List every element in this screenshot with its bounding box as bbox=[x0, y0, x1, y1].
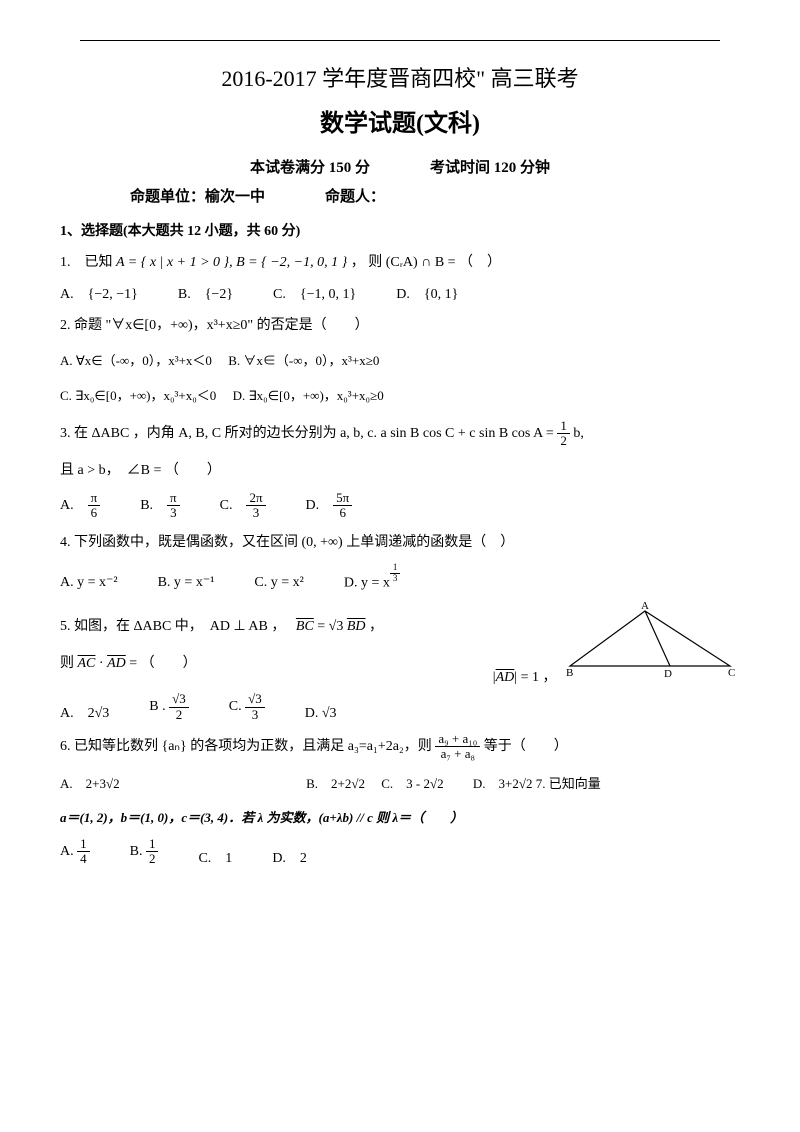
q6-opt-b: B. 2+2√2 bbox=[306, 776, 365, 791]
q7-options: A. 14 B. 12 C. 1 D. 2 bbox=[60, 837, 740, 867]
q3-tail: b, bbox=[573, 426, 584, 441]
q6-opt-a: A. 2+3√2 bbox=[60, 776, 120, 791]
q4-opt-d: D. y = x13 bbox=[344, 563, 401, 592]
question-2: 2. 命题 "∀x∈[0，+∞)，x³+x≥0" 的否定是（ ） bbox=[60, 313, 740, 340]
svg-text:A: A bbox=[641, 601, 649, 612]
q1-opt-c: C. {−1, 0, 1} bbox=[273, 283, 356, 303]
q6-opt-d: D. 3+2√2 bbox=[473, 776, 533, 791]
q6-q7-line: A. 2+3√2 B. 2+2√2 C. 3 - 2√2 D. 3+2√2 7.… bbox=[60, 772, 740, 797]
q7-stem-start: 7. 已知向量 bbox=[536, 776, 601, 791]
svg-text:C: C bbox=[728, 667, 735, 679]
question-6: 6. 已知等比数列 {aₙ} 的各项均为正数，且满足 a₃=a₁+2a₂，则 a… bbox=[60, 732, 740, 762]
q1-opt-b: B. {−2} bbox=[178, 283, 233, 303]
q4-opt-b: B. y = x⁻¹ bbox=[158, 574, 215, 591]
q7-opt-d: D. 2 bbox=[272, 847, 307, 867]
question-4: 4. 下列函数中，既是偶函数，又在区间 (0, +∞) 上单调递减的函数是（ ） bbox=[60, 530, 740, 557]
q5-opt-b: B . √32 bbox=[149, 692, 188, 722]
q3-stem1: 3. 在 ΔABC ，内角 A, B, C 所对的边长分别为 a, b, c. … bbox=[60, 426, 557, 441]
q2-opt-b: B. ∀x∈（-∞，0），x³+x≥0 bbox=[228, 353, 379, 368]
q5-options: A. 2√3 B . √32 C. √33 D. √3 bbox=[60, 692, 740, 722]
q7-opt-c: C. 1 bbox=[198, 847, 232, 867]
question-7-line2: a＝(1, 2)，b＝(1, 0)，c＝(3, 4)．若 λ 为实数，(a+λb… bbox=[60, 806, 740, 831]
q7-opt-a: A. 14 bbox=[60, 837, 90, 867]
info-row-2: 命题单位：榆次一中 命题人： bbox=[130, 185, 740, 206]
section-1-head: 1、选择题(本大题共 12 小题，共 60 分) bbox=[60, 220, 740, 240]
page-title-2: 数学试题(文科) bbox=[60, 103, 740, 138]
q3-opt-d: D. 5π6 bbox=[306, 491, 353, 521]
question-5-line2: 则 AC · AD = （ ） bbox=[60, 651, 493, 678]
svg-text:D: D bbox=[664, 668, 672, 680]
q2-options-row2: C. ∃x₀∈[0，+∞)，x₀³+x₀＜0 D. ∃x₀∈[0，+∞)，x₀³… bbox=[60, 384, 740, 409]
svg-text:B: B bbox=[566, 667, 573, 679]
question-3-line1: 3. 在 ΔABC ，内角 A, B, C 所对的边长分别为 a, b, c. … bbox=[60, 419, 740, 449]
author: 命题人： bbox=[325, 185, 385, 206]
q1-opt-d: D. {0, 1} bbox=[396, 283, 458, 303]
q3-frac: 1 2 bbox=[557, 419, 570, 449]
q5-opt-a: A. 2√3 bbox=[60, 702, 109, 722]
unit: 命题单位：榆次一中 bbox=[130, 185, 265, 206]
info-row-1: 本试卷满分 150 分 考试时间 120 分钟 bbox=[60, 156, 740, 177]
q4-opt-a: A. y = x⁻² bbox=[60, 574, 118, 591]
question-3-line2: 且 a > b， ∠B = （ ） bbox=[60, 458, 740, 485]
q1-opt-a: A. {−2, −1} bbox=[60, 283, 138, 303]
q3-opt-c: C. 2π3 bbox=[220, 491, 266, 521]
q4-options: A. y = x⁻² B. y = x⁻¹ C. y = x² D. y = x… bbox=[60, 563, 740, 592]
triangle-figure: A B C D bbox=[560, 601, 740, 681]
top-rule bbox=[80, 40, 720, 41]
exam-time: 考试时间 120 分钟 bbox=[430, 156, 550, 177]
question-5-row: 5. 如图，在 ΔABC 中， AD ⊥ AB ， BC = √3 BD ， 则… bbox=[60, 601, 740, 686]
q6-opt-c: C. 3 - 2√2 bbox=[381, 776, 443, 791]
q6-frac: a₉ + a₁₀ a₇ + a₈ bbox=[435, 732, 480, 762]
q2-opt-a: A. ∀x∈（-∞，0），x³+x＜0 bbox=[60, 353, 212, 368]
q2-opt-c: C. ∃x₀∈[0，+∞)，x₀³+x₀＜0 bbox=[60, 388, 216, 403]
q7-opt-b: B. 12 bbox=[130, 837, 159, 867]
question-1: 1. 已知 A = { x | x + 1 > 0 }, B = { −2, −… bbox=[60, 250, 740, 277]
q2-opt-d: D. ∃x₀∈[0，+∞)，x₀³+x₀≥0 bbox=[233, 388, 384, 403]
q1-stem-a: 1. 已知 bbox=[60, 255, 116, 270]
q1-stem-c: ， 则 (CᵣA) ∩ B = （ ） bbox=[351, 255, 501, 270]
q3-options: A. π6 B. π3 C. 2π3 D. 5π6 bbox=[60, 491, 740, 521]
q5-opt-c: C. √33 bbox=[229, 692, 265, 722]
q5-opt-d: D. √3 bbox=[305, 706, 337, 722]
q2-options-row1: A. ∀x∈（-∞，0），x³+x＜0 B. ∀x∈（-∞，0），x³+x≥0 bbox=[60, 349, 740, 374]
q5-ad-eq: |AD| = 1 ， bbox=[493, 670, 557, 685]
q1-stem-b: A = { x | x + 1 > 0 }, B = { −2, −1, 0, … bbox=[116, 255, 347, 270]
page-title-1: 2016-2017 学年度晋商四校" 高三联考 bbox=[60, 61, 740, 93]
q1-options: A. {−2, −1} B. {−2} C. {−1, 0, 1} D. {0,… bbox=[60, 283, 740, 303]
q3-opt-a: A. π6 bbox=[60, 491, 100, 521]
question-5-line1: 5. 如图，在 ΔABC 中， AD ⊥ AB ， BC = √3 BD ， bbox=[60, 614, 493, 641]
q3-opt-b: B. π3 bbox=[140, 491, 179, 521]
q4-opt-c: C. y = x² bbox=[254, 575, 303, 591]
full-score: 本试卷满分 150 分 bbox=[250, 156, 370, 177]
